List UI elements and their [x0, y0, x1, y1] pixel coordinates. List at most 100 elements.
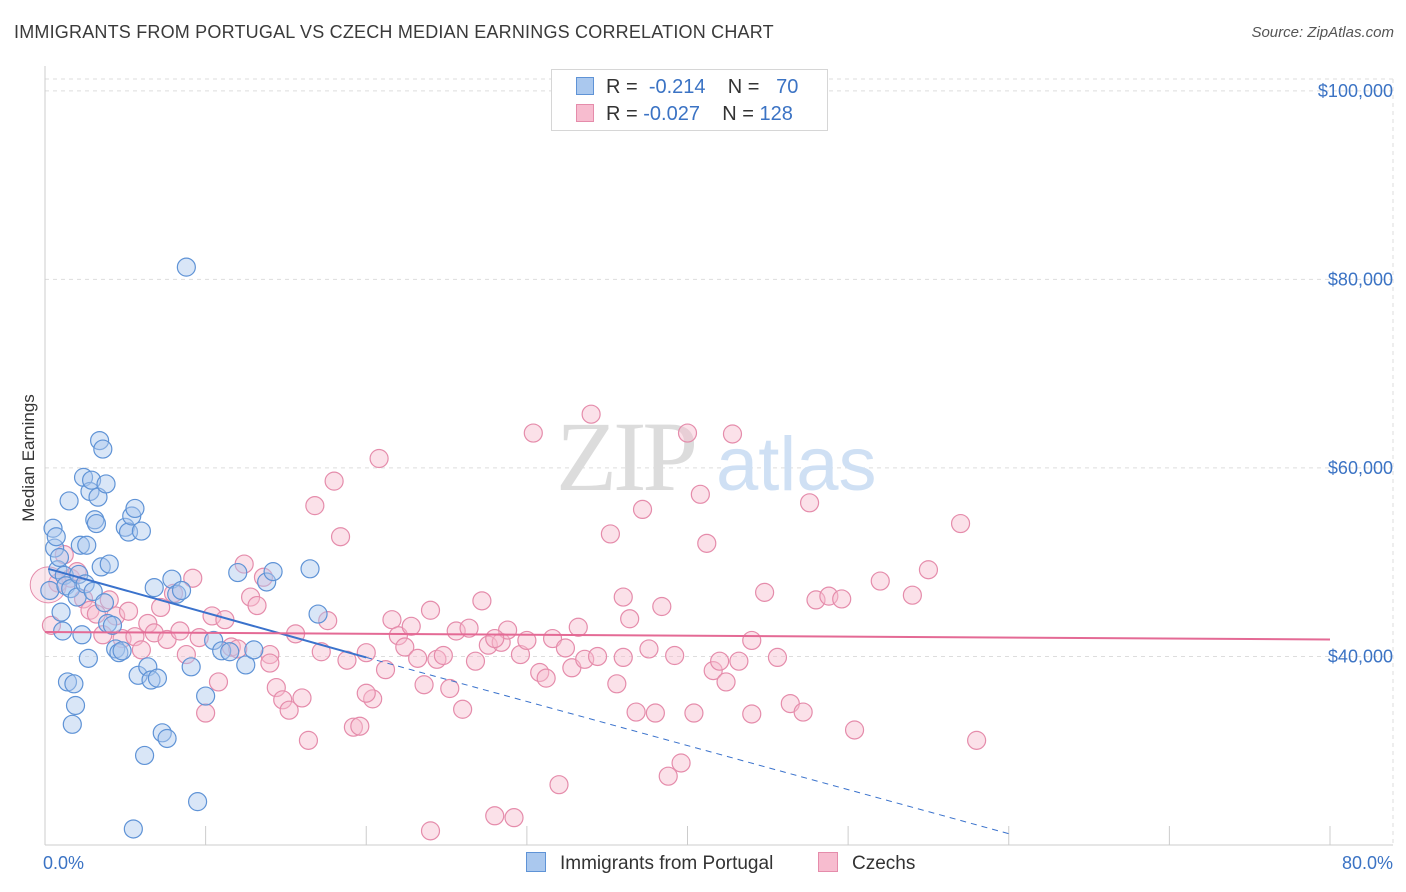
portugal-point	[181, 657, 201, 677]
czechs-trend-line	[44, 630, 1331, 641]
czechs-point	[697, 533, 717, 553]
portugal-point	[308, 604, 328, 624]
czechs-point	[208, 672, 229, 692]
czechs-point	[799, 493, 820, 513]
czechs-point	[613, 647, 633, 668]
portugal-point	[176, 257, 196, 277]
source-label: Source: ZipAtlas.com	[1251, 24, 1394, 41]
watermark-atlas: atlas	[716, 422, 877, 507]
czechs-point	[607, 674, 627, 694]
portugal-point	[171, 580, 192, 601]
czechs-point	[658, 766, 678, 786]
portugal-point	[51, 602, 71, 622]
czechs-point	[472, 591, 492, 611]
czechs-point	[292, 688, 312, 708]
czechs-point	[29, 566, 67, 604]
czechs-point	[690, 484, 710, 504]
czechs-point	[176, 644, 196, 665]
czechs-point	[722, 424, 743, 444]
n-value: 128	[759, 103, 793, 125]
portugal-point	[64, 674, 84, 694]
czechs-point	[645, 703, 665, 723]
n-label: N =	[722, 103, 754, 125]
czechs-point	[279, 700, 299, 720]
portugal-point	[257, 572, 277, 592]
czechs-point	[918, 560, 939, 580]
czechs-point	[844, 720, 865, 740]
portugal-point	[59, 491, 79, 511]
czechs-point	[375, 660, 396, 680]
czechs-point	[742, 704, 762, 724]
czechs-point	[433, 645, 453, 666]
czechs-point	[247, 595, 267, 616]
czechs-point	[41, 615, 62, 635]
portugal-point	[49, 547, 70, 568]
czechs-point	[266, 677, 286, 698]
czechs-point	[587, 646, 608, 667]
czechs-point	[870, 571, 890, 591]
czechs-point	[632, 499, 653, 520]
czechs-point	[504, 808, 524, 828]
portugal-point	[96, 474, 116, 494]
portugal-point	[53, 621, 73, 641]
r-label: R =	[606, 76, 638, 98]
czechs-point	[581, 404, 601, 424]
czechs-point	[388, 626, 408, 646]
czechs-point	[652, 596, 672, 617]
portugal-point	[94, 593, 115, 613]
czechs-point	[729, 651, 749, 671]
portugal-point	[244, 640, 264, 660]
czechs-point	[806, 590, 826, 610]
czechs-point	[408, 648, 428, 668]
legend-item-portugal[interactable]: Immigrants from Portugal	[526, 852, 773, 875]
y-tick-label: $100,000	[1318, 81, 1393, 101]
czechs-point	[510, 644, 531, 665]
legend-item-czechs[interactable]: Czechs	[818, 852, 915, 875]
czechs-point	[170, 621, 190, 641]
czechs-point	[716, 672, 736, 692]
portugal-point	[134, 745, 155, 766]
czechs-point	[298, 730, 319, 750]
czechs-point	[626, 702, 646, 722]
portugal-trend-extension	[366, 656, 1009, 835]
czechs-point	[620, 609, 640, 629]
czechs-point	[600, 524, 621, 544]
portugal-point	[204, 630, 224, 651]
czechs-point	[414, 675, 434, 695]
portugal-point	[99, 554, 119, 574]
portugal-point	[131, 521, 151, 541]
portugal-points	[40, 257, 328, 839]
portugal-point	[40, 580, 60, 601]
portugal-point	[220, 642, 240, 662]
czechs-point	[324, 471, 344, 491]
portugal-point	[72, 625, 92, 645]
czechs-point	[131, 640, 151, 660]
czechs-point	[330, 527, 351, 547]
legend-label-portugal: Immigrants from Portugal	[560, 853, 774, 874]
portugal-point	[125, 498, 145, 519]
axes	[44, 66, 1393, 846]
portugal-point	[157, 728, 177, 749]
czechs-point	[555, 638, 576, 658]
czechs-point	[356, 643, 376, 663]
portugal-point	[86, 513, 107, 534]
czechs-point	[118, 601, 139, 621]
czechs-point	[485, 628, 505, 649]
blue-swatch-icon	[576, 77, 594, 95]
portugal-point	[123, 819, 143, 839]
portugal-point	[109, 643, 129, 663]
czechs-point	[343, 717, 363, 737]
y-tick-label: $40,000	[1328, 646, 1393, 666]
czechs-point	[639, 639, 659, 659]
n-value: 70	[776, 76, 799, 98]
czechs-point	[86, 604, 107, 624]
czechs-point	[260, 653, 280, 673]
czechs-point	[767, 647, 788, 668]
czechs-point	[485, 806, 505, 826]
axis-labels: $40,000 $60,000 $80,000 $100,000 0.0% 80.0% Me…	[19, 81, 1393, 873]
czechs-points	[29, 404, 987, 841]
portugal-point	[81, 470, 102, 490]
czechs-point	[671, 753, 691, 773]
portugal-point	[65, 695, 86, 716]
portugal-point	[196, 686, 216, 706]
